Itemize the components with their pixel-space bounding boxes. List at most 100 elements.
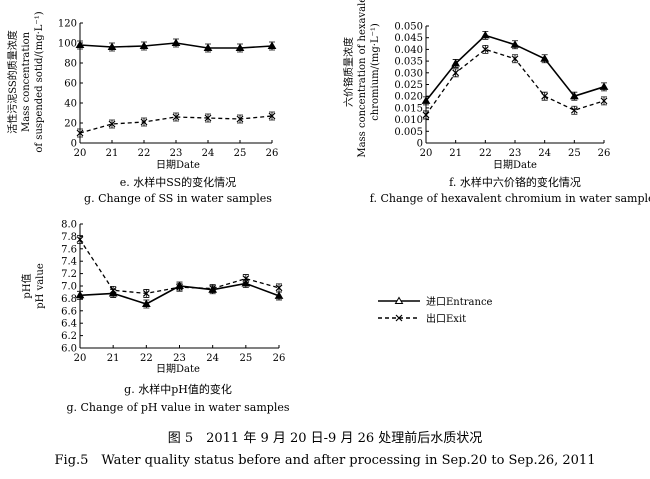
cr-entrance-point	[480, 30, 490, 39]
ss-exit-point	[268, 112, 276, 120]
cr-ytick-label: 0.020	[394, 92, 423, 103]
cr-ylabel-line1: 六价铬质量浓度	[342, 37, 355, 107]
cr-exit-point	[570, 106, 578, 114]
cr-ytick-label: 0.005	[394, 127, 423, 138]
ph-ytick-label: 8.0	[61, 220, 77, 231]
ss-xtick-label: 20	[74, 148, 87, 159]
ph-plot-area: 6.0 6.26.4 6.66.87.0 7.27.4 7.67.88.0 20 21 22 2…	[61, 220, 285, 365]
ss-title-cn: e. 水样中SS的变化情况	[120, 175, 236, 189]
cr-exit-point	[481, 45, 489, 53]
chart-legend: 进口Entrance 出口Exit	[378, 296, 493, 325]
panel-chromium-chart: 六价铬质量浓度 Mass concentration of hexavalent…	[342, 0, 650, 205]
legend-exit-label: 出口Exit	[426, 312, 466, 325]
ss-ytick-label: 100	[58, 39, 77, 50]
cr-ytick-label: 0.015	[394, 103, 423, 114]
ph-exit-point	[242, 275, 250, 282]
ph-exit-point	[176, 283, 183, 291]
ss-entrance-point	[203, 43, 213, 51]
cr-entrance-point	[451, 58, 461, 67]
cr-entrance-point	[599, 82, 609, 90]
ss-xtick-label: 25	[234, 148, 247, 159]
ph-exit-point	[209, 285, 217, 292]
cr-ytick-label: 0.050	[394, 22, 423, 33]
cr-xtick-label: 26	[598, 148, 611, 159]
ss-title-en: g. Change of SS in water samples	[84, 192, 272, 205]
ph-exit-point	[76, 236, 84, 243]
ph-xtick-label: 24	[206, 353, 219, 364]
ph-exit-point	[142, 290, 150, 297]
ss-ytick-label: 0	[71, 139, 77, 150]
ss-exit-point	[236, 115, 244, 123]
cr-exit-point	[511, 55, 519, 63]
panel-ss-chart: 活性污泥SS的质量浓度 Mass concentration of suspen…	[6, 11, 278, 205]
ph-ytick-label: 6.2	[61, 331, 77, 342]
ss-xlabel: 日期Date	[156, 159, 200, 171]
ph-ytick-label: 7.6	[61, 244, 77, 255]
ph-xtick-label: 22	[140, 353, 153, 364]
ss-xtick-label: 26	[266, 148, 279, 159]
ss-entrance-point	[75, 40, 85, 48]
ph-ytick-label: 6.0	[61, 344, 77, 355]
ss-entrance-point	[267, 41, 277, 49]
cr-title-cn: f. 水样中六价铬的变化情况	[449, 175, 581, 189]
ss-ylabel-line1: 活性污泥SS的质量浓度	[6, 30, 19, 134]
ss-xtick-label: 24	[202, 148, 215, 159]
ph-exit-point	[109, 286, 117, 294]
legend-entrance-marker	[394, 296, 404, 304]
cr-title-en: f. Change of hexavalent chromium in wate…	[370, 192, 650, 205]
ss-ytick-label: 80	[64, 59, 77, 70]
ss-entrance-point	[139, 41, 149, 49]
legend-entrance-label: 进口Entrance	[426, 296, 493, 308]
cr-xtick-label: 24	[538, 148, 551, 159]
cr-ytick-label: 0	[417, 139, 423, 150]
cr-xtick-label: 25	[568, 148, 581, 159]
cr-exit-point	[422, 111, 430, 119]
ss-xtick-label: 23	[170, 148, 183, 159]
ph-xtick-label: 21	[107, 353, 120, 364]
cr-plot-area: 00.0050.0100.0150.0200.0250.0300.0350.04…	[394, 22, 610, 160]
panel-ph-chart: pH值 pH value 6.0 6.26.4 6.66.87.0 7.27.4 7.6…	[20, 220, 290, 415]
ss-ylabel-line3: of suspended sotid/(mg·L⁻¹)	[34, 11, 45, 152]
ss-exit-point	[108, 120, 116, 128]
cr-ytick-label: 0.045	[394, 33, 423, 44]
cr-ytick-label: 0.030	[394, 68, 423, 79]
ss-ylabel: 活性污泥SS的质量浓度 Mass concentration of suspen…	[6, 11, 45, 152]
ph-ytick-label: 7.4	[61, 257, 77, 268]
cr-ytick-label: 0.040	[394, 45, 423, 56]
ss-xtick-label: 21	[106, 148, 119, 159]
ss-exit-point	[140, 118, 148, 126]
figure-caption-en: Fig.5 Water quality status before and af…	[55, 453, 596, 468]
cr-ytick-label: 0.010	[394, 115, 423, 126]
cr-xtick-label: 21	[449, 148, 462, 159]
ss-ytick-label: 20	[64, 119, 77, 130]
cr-ylabel-line2: Mass concentration of hexavalent	[357, 0, 368, 158]
ss-xtick-label: 22	[138, 148, 151, 159]
cr-xtick-label: 23	[509, 148, 522, 159]
cr-entrance-point	[569, 91, 579, 100]
ph-exit-point	[275, 284, 283, 292]
cr-entrance-point	[540, 54, 550, 62]
ss-exit-point	[204, 114, 212, 122]
ph-xtick-label: 25	[239, 353, 252, 364]
ph-xtick-label: 23	[173, 353, 186, 364]
ss-ytick-label: 120	[58, 19, 77, 30]
cr-ytick-label: 0.035	[394, 57, 423, 68]
ph-title-cn: g. 水样中pH值的变化	[124, 382, 232, 396]
ss-ytick-label: 40	[64, 99, 77, 110]
cr-ylabel-line3: chromium/(mg·L⁻¹)	[370, 23, 381, 121]
ph-title-en: g. Change of pH value in water samples	[66, 401, 289, 414]
ss-exit-point	[76, 129, 84, 137]
cr-exit-point	[452, 69, 460, 77]
cr-exit-point	[600, 97, 608, 105]
ph-ytick-label: 6.4	[61, 319, 77, 330]
ph-ylabel-line1: pH值	[20, 273, 33, 298]
ss-entrance-point	[107, 42, 117, 50]
ph-xtick-label: 20	[74, 353, 87, 364]
ss-exit-point	[172, 113, 180, 121]
ph-xtick-label: 26	[273, 353, 286, 364]
ph-ytick-label: 7.8	[61, 232, 77, 243]
cr-entrance-point	[421, 96, 431, 104]
cr-exit-point	[541, 92, 549, 100]
cr-entrance-point	[510, 40, 520, 48]
